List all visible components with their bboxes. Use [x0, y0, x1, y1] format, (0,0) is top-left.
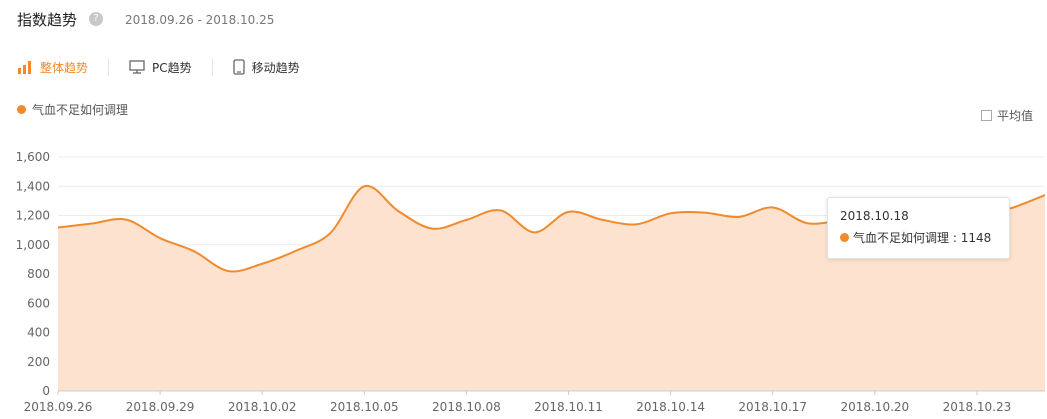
legend-dot	[17, 105, 26, 114]
data-point	[362, 184, 367, 189]
tab-overall[interactable]: 整体趋势	[17, 59, 88, 76]
data-point	[770, 205, 775, 210]
question-icon[interactable]: ?	[89, 12, 103, 26]
data-point	[804, 221, 809, 226]
data-point	[90, 221, 95, 226]
x-tick-label: 2018.09.26	[24, 400, 93, 414]
tooltip-separator: :	[949, 230, 961, 245]
data-point	[124, 217, 129, 222]
tab-pc-label: PC趋势	[152, 60, 192, 75]
data-point	[328, 231, 333, 236]
y-tick-label: 800	[27, 267, 50, 281]
y-tick-label: 600	[27, 296, 50, 310]
legend-label: 气血不足如何调理	[32, 103, 129, 117]
tooltip-dot	[840, 233, 849, 242]
x-tick-label: 2018.10.23	[943, 400, 1012, 414]
data-point	[158, 236, 163, 241]
y-tick-label: 1,400	[16, 179, 50, 193]
data-point	[668, 211, 673, 216]
data-point	[464, 217, 469, 222]
tab-divider	[108, 58, 110, 76]
tooltip-value: 1148	[960, 230, 992, 245]
x-tick-label: 2018.10.17	[738, 400, 807, 414]
tab-mobile-label: 移动趋势	[251, 60, 300, 75]
data-point	[634, 222, 639, 227]
data-point	[192, 249, 197, 254]
data-point	[702, 210, 707, 215]
y-tick-label: 0	[42, 384, 50, 398]
x-tick-label: 2018.10.14	[636, 400, 705, 414]
tab-divider	[211, 58, 213, 76]
x-tick-label: 2018.10.02	[228, 400, 297, 414]
area-fill	[58, 185, 1045, 391]
tooltip-series: 气血不足如何调理	[853, 231, 950, 245]
y-tick-label: 1,000	[16, 238, 50, 252]
x-tick-label: 2018.10.05	[330, 400, 399, 414]
y-tick-label: 1,200	[16, 209, 50, 223]
trend-tabs: 整体趋势 PC趋势 移动趋势	[17, 58, 300, 76]
data-point	[736, 214, 741, 219]
average-label: 平均值	[996, 109, 1033, 123]
data-point	[532, 230, 537, 235]
data-point	[566, 209, 571, 214]
data-point	[600, 217, 605, 222]
average-checkbox[interactable]	[980, 110, 992, 121]
x-tick-label: 2018.10.20	[840, 400, 909, 414]
tab-pc[interactable]: PC趋势	[129, 59, 192, 76]
data-point	[294, 248, 299, 253]
x-tick-label: 2018.10.08	[432, 400, 501, 414]
x-tick-label: 2018.09.29	[126, 400, 195, 414]
x-tick-label: 2018.10.11	[534, 400, 603, 414]
data-point	[226, 269, 231, 274]
tab-overall-label: 整体趋势	[40, 60, 89, 75]
tab-mobile[interactable]: 移动趋势	[232, 59, 300, 76]
date-range: 2018.09.26 - 2018.10.25	[125, 13, 275, 27]
page-title: 指数趋势	[17, 11, 78, 29]
y-tick-label: 400	[27, 326, 50, 340]
series-legend[interactable]: 气血不足如何调理	[17, 101, 128, 118]
data-point	[498, 208, 503, 213]
y-tick-label: 200	[27, 355, 50, 369]
data-point	[56, 225, 61, 230]
y-tick-label: 1,600	[16, 150, 50, 164]
data-point	[260, 261, 265, 266]
monitor-icon	[129, 60, 145, 74]
chart-tooltip: 2018.10.18 气血不足如何调理 : 1148	[827, 197, 1010, 259]
data-point	[396, 209, 401, 214]
average-toggle[interactable]: 平均值	[980, 107, 1033, 124]
bar-chart-icon	[18, 61, 31, 74]
tooltip-date: 2018.10.18	[840, 209, 909, 223]
data-point	[430, 226, 435, 231]
mobile-icon	[232, 59, 245, 75]
